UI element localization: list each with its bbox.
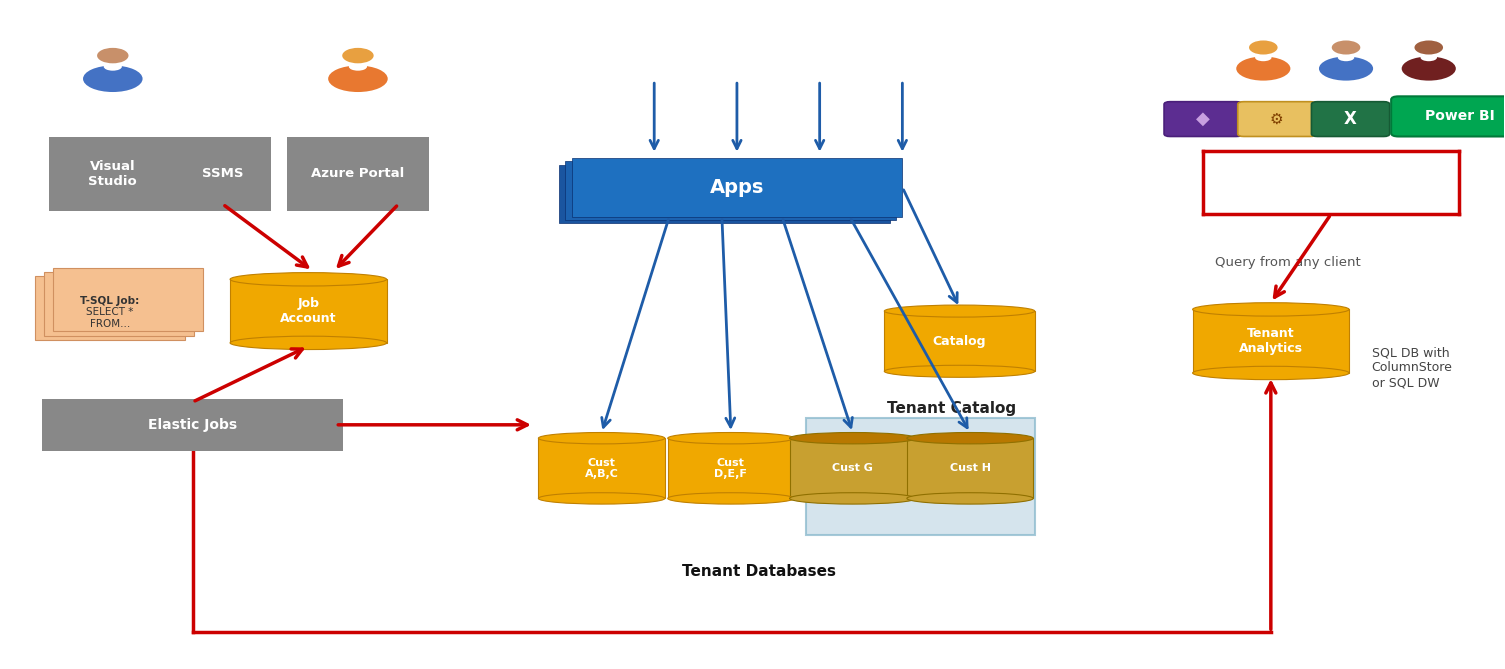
Ellipse shape [1255,54,1272,62]
Text: Azure Portal: Azure Portal [312,167,405,181]
Text: Elastic Jobs: Elastic Jobs [147,418,238,432]
FancyBboxPatch shape [790,438,917,498]
Text: ◆: ◆ [1196,110,1210,128]
FancyBboxPatch shape [1237,102,1315,136]
Text: SSMS: SSMS [202,167,244,181]
FancyBboxPatch shape [53,268,203,332]
Ellipse shape [328,66,388,92]
Text: SELECT *
FROM...: SELECT * FROM... [86,307,134,328]
Text: Query from any client: Query from any client [1215,256,1361,269]
FancyBboxPatch shape [1391,96,1505,136]
FancyBboxPatch shape [35,276,185,340]
FancyBboxPatch shape [885,311,1035,371]
FancyBboxPatch shape [173,137,271,211]
Ellipse shape [230,336,387,349]
Ellipse shape [908,492,1034,504]
Ellipse shape [668,433,795,444]
Ellipse shape [349,63,367,71]
FancyBboxPatch shape [908,438,1034,498]
FancyBboxPatch shape [539,438,665,498]
FancyBboxPatch shape [560,165,891,223]
Text: SQL DB with
ColumnStore
or SQL DW: SQL DB with ColumnStore or SQL DW [1371,347,1452,389]
FancyBboxPatch shape [230,280,387,343]
FancyBboxPatch shape [42,399,343,451]
Ellipse shape [539,433,665,444]
Ellipse shape [1421,54,1437,62]
Ellipse shape [885,365,1035,377]
Ellipse shape [83,66,143,92]
Ellipse shape [342,48,373,64]
FancyBboxPatch shape [1192,310,1348,373]
FancyBboxPatch shape [668,438,795,498]
Text: Apps: Apps [710,178,765,197]
Text: Power BI: Power BI [1425,110,1494,123]
Ellipse shape [790,433,917,444]
FancyBboxPatch shape [44,272,194,336]
Ellipse shape [790,492,917,504]
Text: Job
Account: Job Account [280,297,337,325]
Text: ⚙: ⚙ [1270,112,1284,126]
Ellipse shape [230,273,387,286]
FancyBboxPatch shape [807,418,1035,535]
Text: Tenant Catalog: Tenant Catalog [888,401,1016,415]
Text: Cust
D,E,F: Cust D,E,F [715,458,748,479]
Ellipse shape [104,63,122,71]
Text: Cust G: Cust G [832,464,873,473]
FancyBboxPatch shape [48,137,176,211]
FancyBboxPatch shape [286,137,429,211]
Text: Tenant Databases: Tenant Databases [682,565,837,579]
Ellipse shape [98,48,128,64]
FancyBboxPatch shape [1311,102,1389,136]
Ellipse shape [539,492,665,504]
FancyBboxPatch shape [566,161,897,220]
Text: Visual
Studio: Visual Studio [89,160,137,188]
Text: Cust
A,B,C: Cust A,B,C [584,458,619,479]
Text: X: X [1344,110,1358,128]
Ellipse shape [668,492,795,504]
Ellipse shape [1401,57,1455,81]
Ellipse shape [1192,367,1348,380]
Ellipse shape [1192,303,1348,316]
Ellipse shape [1338,54,1354,62]
Text: Cust H: Cust H [950,464,990,473]
Ellipse shape [885,305,1035,317]
Ellipse shape [1332,40,1361,55]
FancyBboxPatch shape [572,158,903,217]
FancyBboxPatch shape [1163,102,1242,136]
Ellipse shape [1415,40,1443,55]
Ellipse shape [1249,40,1278,55]
Text: T-SQL Job:: T-SQL Job: [80,296,140,306]
Text: Tenant
Analytics: Tenant Analytics [1239,327,1303,355]
Text: Catalog: Catalog [933,334,986,348]
Ellipse shape [1318,57,1373,81]
Ellipse shape [1236,57,1290,81]
Ellipse shape [908,433,1034,444]
